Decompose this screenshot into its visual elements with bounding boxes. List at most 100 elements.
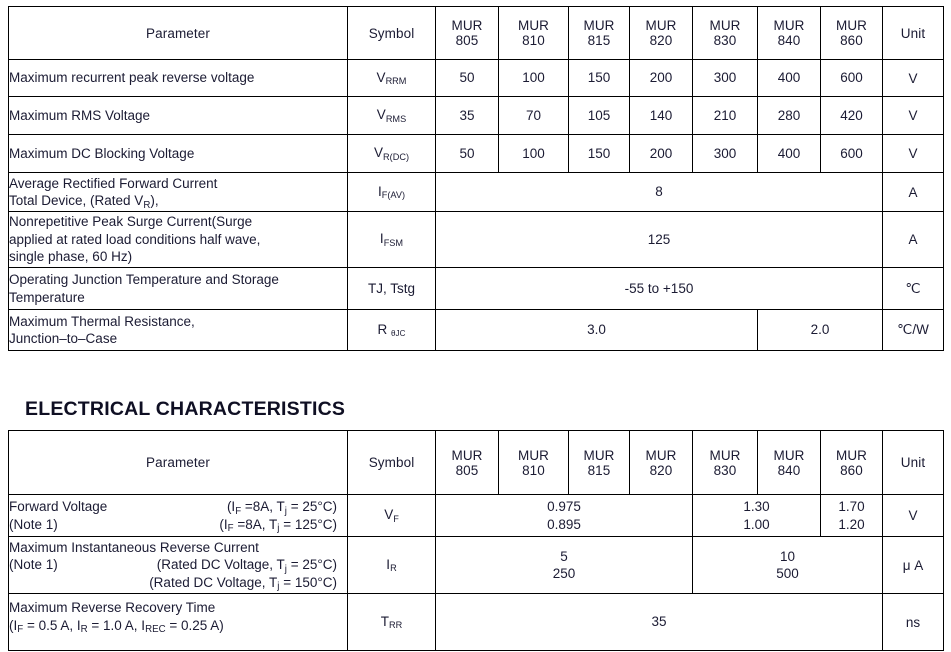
- symbol-main: V: [374, 145, 384, 160]
- unit-value: V: [882, 59, 944, 97]
- header-device-mur810: MUR 810: [498, 430, 569, 495]
- param-note: (Note 1): [9, 516, 58, 532]
- parameter-maximum-instantaneous-reverse-current: Maximum Instantaneous Reverse Current (N…: [8, 536, 348, 594]
- header-unit: Unit: [882, 6, 944, 60]
- symbol-main: I: [377, 183, 382, 199]
- device-prefix: MUR: [773, 447, 805, 463]
- value-25c: 5: [560, 548, 568, 564]
- parameter-operating-junction-storage-temperature: Operating Junction Temperature and Stora…: [8, 267, 348, 310]
- value-group-840-860: 2.0: [757, 309, 883, 351]
- value-mur860: 600: [820, 134, 883, 173]
- symbol-ifsm: IFSM: [347, 211, 436, 268]
- symbol-subscript: θJC: [391, 328, 406, 338]
- value-mur830: 210: [692, 96, 758, 135]
- parameter-dc-blocking-voltage: Maximum DC Blocking Voltage: [8, 134, 348, 173]
- unit-value: ℃/W: [882, 309, 944, 351]
- value-group-805-830: 3.0: [435, 309, 758, 351]
- value-mur810: 100: [498, 134, 569, 173]
- header-device-mur860: MUR 860: [820, 430, 883, 495]
- device-number: 840: [777, 33, 801, 48]
- unit-value: A: [882, 211, 944, 268]
- header-device-mur815: MUR 815: [568, 6, 630, 60]
- parameter-forward-voltage: Forward Voltage (IF =8A, Tj = 25°C) (Not…: [8, 494, 348, 537]
- symbol-subscript: RMS: [385, 113, 407, 124]
- device-number: 805: [455, 462, 479, 478]
- table-row: Maximum DC Blocking Voltage VR(DC) 50 10…: [8, 134, 944, 173]
- cond-a: (Rated DC Voltage, T: [156, 557, 285, 573]
- cond-c: = 25°C): [286, 499, 337, 514]
- value-25c: 1.30: [743, 499, 770, 514]
- cond-a: (Rated DC Voltage, T: [149, 574, 278, 590]
- header-unit: Unit: [882, 430, 944, 495]
- parameter-line-1: Maximum Instantaneous Reverse Current: [9, 539, 259, 555]
- table-row: Maximum Reverse Recovery Time (IF = 0.5 …: [8, 593, 944, 651]
- device-prefix: MUR: [451, 447, 483, 463]
- unit-value: ℃: [882, 267, 944, 310]
- device-prefix: MUR: [583, 18, 615, 33]
- table-header-row: Parameter Symbol MUR 805 MUR 810 MUR 815…: [8, 6, 944, 60]
- value-mur860: 420: [820, 96, 883, 135]
- cond-b: =8A, T: [241, 499, 285, 514]
- symbol-r-theta-jc: R θJC: [347, 309, 436, 351]
- value-mur815: 105: [568, 96, 630, 135]
- parameter-line-1: Average Rectified Forward Current: [9, 175, 218, 191]
- value-group-830-840: 1.30 1.00: [692, 494, 821, 537]
- value-mur805: 50: [435, 59, 499, 97]
- electrical-characteristics-heading: ELECTRICAL CHARACTERISTICS: [25, 398, 346, 420]
- device-prefix: MUR: [517, 447, 550, 463]
- value-merged-all-devices: 35: [435, 593, 883, 651]
- device-prefix: MUR: [645, 447, 677, 463]
- symbol-tj-tstg: TJ, Tstg: [347, 267, 436, 310]
- value-mur815: 150: [568, 134, 630, 173]
- value-merged-all-devices: -55 to +150: [435, 267, 883, 310]
- value-125c: 1.00: [743, 516, 770, 532]
- symbol-main: R: [377, 321, 392, 337]
- value-mur830: 300: [692, 134, 758, 173]
- param-condition: (IF =8A, Tj = 125°C): [219, 516, 337, 534]
- parameter-nonrepetitive-peak-surge-current: Nonrepetitive Peak Surge Current(Surge a…: [8, 211, 348, 268]
- value-125c: 0.895: [547, 516, 581, 532]
- cond-b: =8A, T: [233, 516, 278, 532]
- value-mur840: 400: [757, 134, 821, 173]
- symbol-vrrm: VRRM: [347, 59, 436, 97]
- symbol-subscript: F(AV): [381, 190, 406, 201]
- header-device-mur830: MUR 830: [692, 430, 758, 495]
- header-parameter: Parameter: [8, 430, 348, 495]
- table-row: Operating Junction Temperature and Stora…: [8, 267, 944, 310]
- parameter-maximum-thermal-resistance: Maximum Thermal Resistance, Junction–to–…: [8, 309, 348, 351]
- parameter-line-1: Maximum Reverse Recovery Time: [9, 600, 216, 615]
- parameter-line-2: (Note 1) (IF =8A, Tj = 125°C): [9, 516, 347, 534]
- parameter-line-2: applied at rated load conditions half wa…: [9, 231, 261, 247]
- header-symbol: Symbol: [347, 430, 436, 495]
- value-group-860: 1.70 1.20: [820, 494, 883, 537]
- cond-a: (I: [9, 617, 18, 633]
- parameter-rms-voltage: Maximum RMS Voltage: [8, 96, 348, 135]
- value-150c: 500: [776, 566, 799, 581]
- value-mur830: 300: [692, 59, 758, 97]
- table-row: Nonrepetitive Peak Surge Current(Surge a…: [8, 211, 944, 268]
- header-device-mur820: MUR 820: [629, 6, 693, 60]
- value-merged-all-devices: 8: [435, 172, 883, 212]
- device-prefix: MUR: [773, 18, 805, 33]
- device-prefix: MUR: [451, 18, 483, 33]
- param-label: Forward Voltage: [9, 499, 108, 514]
- parameter-recurrent-peak-reverse-voltage: Maximum recurrent peak reverse voltage: [8, 59, 348, 97]
- device-number: 860: [840, 462, 863, 478]
- value-merged-all-devices: 125: [435, 211, 883, 268]
- param-note: (Note 1): [9, 557, 58, 573]
- value-mur820: 140: [629, 96, 693, 135]
- value-group-805-820: 5 250: [435, 536, 693, 594]
- symbol-subscript: R(DC): [383, 151, 409, 162]
- parameter-line-1: Forward Voltage (IF =8A, Tj = 25°C): [9, 498, 347, 516]
- symbol-vrdc: VR(DC): [347, 134, 436, 173]
- cond-sub: F: [227, 523, 234, 535]
- device-prefix: MUR: [645, 18, 677, 33]
- value-mur840: 280: [757, 96, 821, 135]
- cond-c: = 125°C): [279, 516, 337, 532]
- cond-a: (I: [219, 516, 228, 532]
- cond-a: (I: [226, 499, 236, 514]
- header-device-mur860: MUR 860: [820, 6, 883, 60]
- parameter-line-1: Operating Junction Temperature and Stora…: [9, 272, 279, 287]
- unit-value: V: [882, 134, 944, 173]
